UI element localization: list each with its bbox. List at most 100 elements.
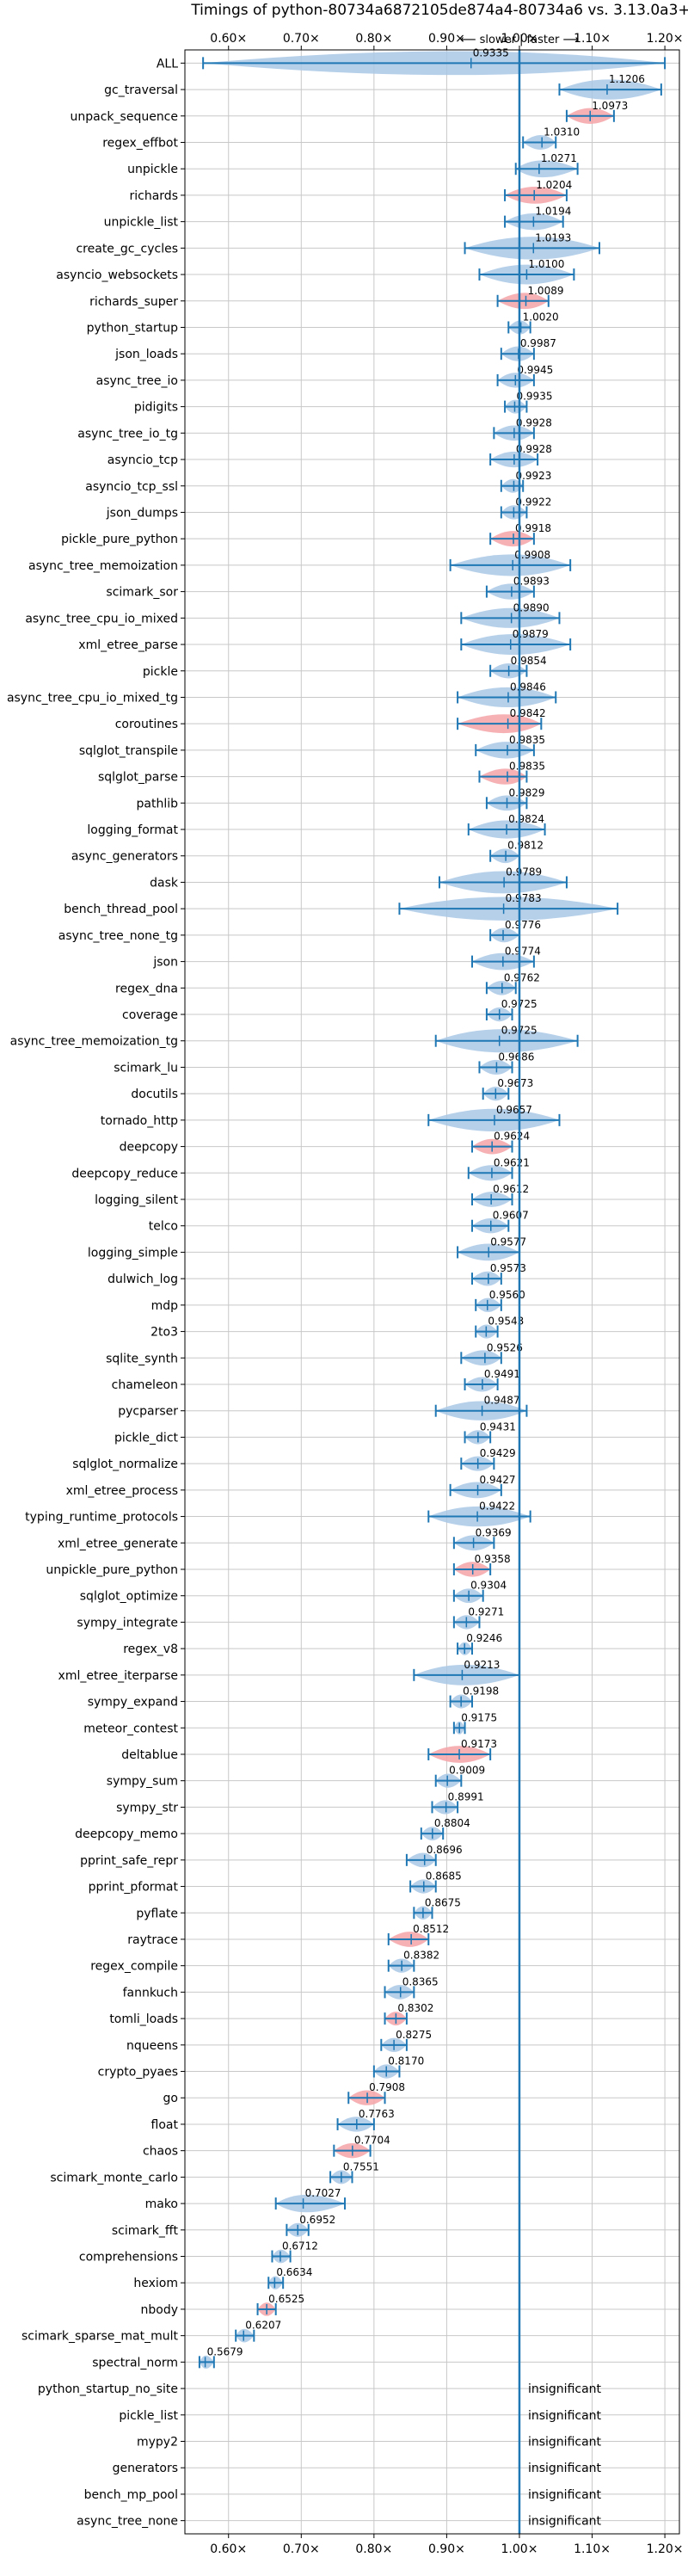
value-label-29: 0.9824: [508, 813, 544, 825]
value-label-25: 0.9842: [510, 707, 546, 719]
x-tick-label-bottom-5: 1.10×: [574, 2542, 611, 2556]
value-label-70: 0.8675: [425, 1896, 461, 1908]
benchmark-label-47: mdp: [151, 1299, 179, 1313]
value-label-69: 0.8685: [426, 1870, 462, 1883]
value-label-63: 0.9175: [461, 1711, 497, 1723]
benchmark-label-85: nbody: [141, 2303, 179, 2317]
chart-title: Timings of python-80734a6872105de874a4-8…: [190, 2, 688, 19]
benchmark-label-15: asyncio_tcp: [108, 453, 178, 467]
benchmark-label-74: tomli_loads: [109, 2012, 178, 2026]
value-label-30: 0.9812: [507, 840, 544, 852]
benchmark-label-87: spectral_norm: [92, 2356, 178, 2370]
value-label-81: 0.7027: [305, 2187, 341, 2199]
benchmark-label-43: logging_silent: [95, 1193, 178, 1207]
benchmark-label-35: regex_dna: [115, 982, 178, 995]
value-label-26: 0.9835: [509, 734, 545, 746]
value-label-43: 0.9612: [493, 1183, 529, 1195]
value-label-49: 0.9526: [487, 1341, 523, 1353]
value-label-73: 0.8365: [402, 1975, 439, 1987]
benchmark-label-9: richards_super: [89, 295, 178, 309]
benchmark-label-54: xml_etree_process: [66, 1484, 178, 1498]
value-label-28: 0.9829: [509, 786, 545, 798]
benchmark-label-28: pathlib: [137, 797, 179, 810]
benchmark-label-23: pickle: [143, 665, 178, 679]
benchmark-label-84: hexiom: [133, 2277, 178, 2290]
x-tick-label-top-2: 0.80×: [355, 32, 392, 46]
value-label-24: 0.9846: [510, 681, 546, 693]
value-label-19: 0.9908: [514, 549, 550, 561]
benchmark-label-50: chameleon: [112, 1378, 178, 1392]
benchmark-label-10: python_startup: [87, 321, 178, 335]
value-label-48: 0.9543: [488, 1316, 524, 1328]
value-label-35: 0.9762: [504, 971, 540, 983]
benchmark-label-34: json: [152, 956, 178, 970]
benchmark-label-41: deepcopy: [120, 1141, 178, 1155]
benchmark-label-90: mypy2: [137, 2436, 178, 2450]
value-label-75: 0.8275: [396, 2029, 432, 2041]
value-label-1: 1.1206: [609, 73, 645, 85]
benchmark-label-1: gc_traversal: [104, 83, 178, 97]
value-label-45: 0.9577: [490, 1236, 526, 1248]
benchmark-label-78: float: [151, 2118, 179, 2132]
benchmark-label-72: regex_compile: [90, 1960, 178, 1974]
insignificant-label-88: insignificant: [528, 2382, 602, 2396]
x-tick-label-top-0: 0.60×: [210, 32, 247, 46]
benchmark-label-66: sympy_str: [116, 1801, 178, 1815]
benchmark-label-14: async_tree_io_tg: [77, 427, 178, 441]
value-label-60: 0.9246: [466, 1632, 502, 1644]
benchmark-label-33: async_tree_none_tg: [58, 929, 178, 943]
benchmark-label-55: typing_runtime_protocols: [25, 1511, 178, 1525]
value-label-42: 0.9621: [494, 1156, 530, 1168]
value-label-68: 0.8696: [427, 1844, 463, 1856]
benchmark-label-63: meteor_contest: [83, 1722, 178, 1735]
benchmark-label-5: richards: [130, 189, 179, 203]
benchmark-label-8: asyncio_websockets: [56, 268, 178, 282]
value-label-33: 0.9776: [505, 919, 541, 931]
benchmark-label-26: sqlglot_transpile: [79, 744, 178, 758]
benchmark-label-89: pickle_list: [119, 2409, 178, 2423]
x-tick-label-bottom-4: 1.00×: [501, 2542, 538, 2556]
benchmark-label-16: asyncio_tcp_ssl: [85, 480, 178, 494]
value-label-47: 0.9560: [489, 1289, 525, 1301]
value-label-51: 0.9487: [484, 1395, 520, 1407]
value-label-59: 0.9271: [468, 1605, 504, 1618]
x-tick-label-bottom-1: 0.70×: [283, 2542, 320, 2556]
value-label-79: 0.7704: [354, 2135, 390, 2147]
benchmark-label-93: async_tree_none: [77, 2515, 178, 2529]
benchmark-label-67: deepcopy_memo: [75, 1827, 178, 1841]
value-label-58: 0.9304: [470, 1580, 507, 1592]
benchmark-label-65: sympy_sum: [107, 1775, 178, 1789]
value-label-44: 0.9607: [493, 1210, 529, 1222]
benchmark-label-39: docutils: [131, 1088, 178, 1101]
benchmark-label-17: json_dumps: [106, 506, 178, 520]
value-label-20: 0.9893: [513, 576, 550, 588]
benchmark-label-80: scimark_monte_carlo: [50, 2171, 178, 2185]
benchmark-label-24: async_tree_cpu_io_mixed_tg: [7, 691, 178, 705]
x-tick-label-bottom-6: 1.20×: [647, 2542, 684, 2556]
benchmark-label-48: 2to3: [150, 1326, 178, 1340]
value-label-84: 0.6634: [276, 2266, 312, 2278]
benchmark-label-73: fannkuch: [123, 1986, 178, 2000]
value-label-74: 0.8302: [397, 2002, 433, 2014]
benchmark-label-62: sympy_expand: [88, 1696, 178, 1710]
benchmark-label-70: pyflate: [136, 1907, 178, 1920]
value-label-62: 0.9198: [463, 1685, 499, 1698]
value-label-55: 0.9422: [479, 1501, 515, 1513]
insignificant-label-90: insignificant: [528, 2436, 602, 2450]
x-tick-label-bottom-3: 0.90×: [428, 2542, 465, 2556]
benchmark-label-29: logging_format: [87, 823, 178, 837]
x-tick-label-top-6: 1.20×: [647, 32, 684, 46]
value-label-7: 1.0193: [535, 231, 571, 243]
value-label-64: 0.9173: [461, 1738, 497, 1750]
value-label-76: 0.8170: [388, 2055, 424, 2068]
x-tick-label-top-3: 0.90×: [428, 32, 465, 46]
benchmark-label-53: sqlglot_normalize: [72, 1457, 178, 1471]
value-label-17: 0.9922: [515, 496, 551, 508]
value-label-2: 1.0973: [592, 100, 628, 112]
value-label-71: 0.8512: [413, 1923, 449, 1935]
value-label-82: 0.6952: [299, 2214, 335, 2226]
value-label-32: 0.9783: [506, 892, 542, 904]
x-tick-label-bottom-0: 0.60×: [210, 2542, 247, 2556]
benchmark-label-75: nqueens: [126, 2039, 178, 2053]
